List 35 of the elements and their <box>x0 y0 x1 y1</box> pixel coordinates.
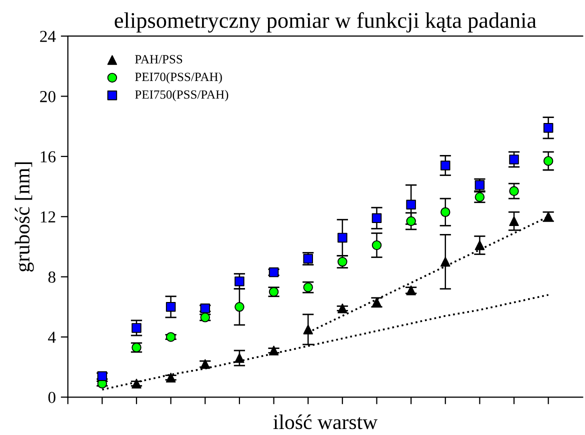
point <box>543 156 554 166</box>
y-tick-label: 16 <box>40 151 56 162</box>
point <box>440 256 450 267</box>
point <box>166 302 176 312</box>
point <box>132 378 142 388</box>
point <box>372 240 382 250</box>
point <box>543 122 554 133</box>
y-tick-label: 12 <box>40 211 56 222</box>
y-tick-label: 24 <box>40 30 56 42</box>
chart-title: elipsometryczny pomiar w funkcji kąta padania <box>114 12 536 33</box>
y-axis-title: grubość [nm] <box>14 162 34 272</box>
x-axis-title: ilość warstw <box>273 414 378 430</box>
legend-label: PAH/PSS <box>135 55 182 64</box>
point <box>440 160 450 170</box>
point <box>440 207 450 217</box>
point <box>509 186 519 196</box>
point <box>303 324 313 334</box>
point <box>406 216 416 226</box>
y-tick-label: 8 <box>48 272 56 283</box>
point <box>132 323 142 333</box>
point <box>338 304 348 314</box>
y-tick-label: 20 <box>40 90 56 102</box>
point <box>509 154 519 164</box>
y-tick-label: 4 <box>48 332 56 343</box>
legend-label: PEI750(PSS/PAH) <box>135 90 228 102</box>
point <box>234 276 244 286</box>
point <box>234 302 244 312</box>
point <box>372 213 382 224</box>
point <box>234 353 244 363</box>
point <box>406 200 416 210</box>
point <box>509 216 519 226</box>
y-tick-label: 0 <box>48 392 56 404</box>
legend-label: PEI70(PSS/PAH) <box>135 72 222 84</box>
point <box>338 232 348 243</box>
point <box>474 240 485 250</box>
